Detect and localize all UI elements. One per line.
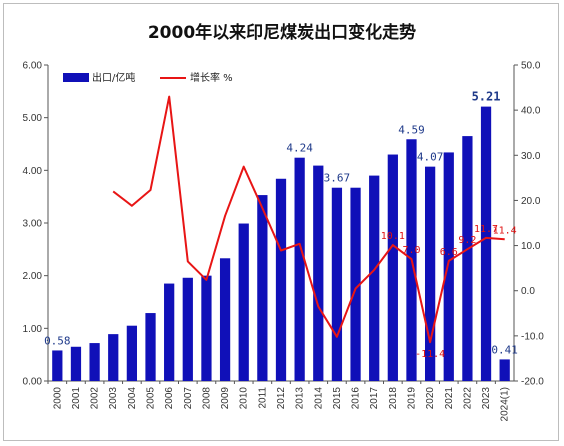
bar-2012 — [275, 178, 287, 381]
right-tick-label: 10.0 — [521, 241, 541, 252]
bar-2022 — [462, 136, 473, 381]
line-label-2021: 6.6 — [440, 247, 458, 258]
line-label-2022: 9.2 — [458, 235, 476, 246]
data-labels: 0.58 4.24 3.67 4.59 4.07 5.21 0.41 10.1 7.0 -11.4… — [44, 90, 518, 361]
right-tick-label: 30.0 — [521, 151, 541, 162]
x-tick-label: 2010 — [239, 387, 250, 410]
bar-2003 — [108, 334, 119, 381]
x-tick-label: 2016 — [351, 387, 362, 410]
bar-2010 — [238, 223, 249, 381]
growth-line — [112, 95, 505, 344]
bar-2013 — [294, 157, 305, 381]
x-tick-label: 2024(1) — [500, 387, 511, 421]
x-tick-label: 2013 — [295, 387, 306, 410]
bar-label-2023: 5.21 — [472, 90, 501, 104]
x-tick-label: 2004 — [127, 387, 138, 410]
left-tick-label: 3.00 — [23, 219, 43, 230]
x-tick-label: 2011 — [257, 387, 268, 409]
x-tick-label: 2015 — [332, 387, 343, 410]
bar-2016 — [350, 187, 361, 381]
left-tick-label: 4.00 — [23, 166, 43, 177]
right-tick-label: 20.0 — [521, 196, 541, 207]
chart-title: 2000年以来印尼煤炭出口变化走势 — [148, 22, 416, 43]
legend-bar-label: 出口/亿吨 — [92, 71, 135, 84]
bar-2008 — [201, 275, 212, 381]
x-tick-label: 2017 — [369, 387, 380, 410]
line-label-2019: 7.0 — [402, 245, 420, 256]
bar-label-2013: 4.24 — [286, 142, 313, 155]
bar-2001 — [70, 346, 82, 381]
x-tick-label: 2021 — [444, 387, 455, 410]
bar-2015 — [331, 187, 343, 381]
line-label-2023: 11.7 — [474, 224, 498, 235]
x-tick-label: 2023 — [481, 387, 492, 410]
x-tick-label: 2002 — [90, 387, 101, 410]
right-tick-label: -10.0 — [521, 331, 544, 342]
x-tick-label: 2020 — [425, 387, 436, 410]
x-tick-label: 2022 — [462, 387, 473, 410]
x-tick-label: 2007 — [183, 387, 194, 410]
x-tick-label: 2006 — [164, 387, 175, 410]
left-tick-label: 0.00 — [23, 377, 43, 388]
bar-label-2000: 0.58 — [44, 334, 71, 347]
bar-label-2024(1): 0.41 — [491, 343, 518, 356]
x-tick-label: 2001 — [71, 387, 82, 410]
bar-2017 — [369, 175, 380, 381]
bar-2018 — [387, 154, 398, 381]
bar-2020 — [424, 166, 436, 381]
x-tick-label: 2008 — [201, 387, 212, 410]
x-tick-label: 2005 — [146, 387, 157, 410]
left-tick-label: 2.00 — [23, 271, 43, 282]
legend-bar-swatch — [63, 73, 89, 82]
x-tick-label: 2003 — [108, 387, 119, 410]
legend: 出口/亿吨 增长率 % — [63, 71, 233, 84]
bar-label-2020: 4.07 — [417, 151, 444, 164]
left-tick-label: 6.00 — [23, 61, 43, 72]
bar-2004 — [126, 325, 138, 381]
bar-2021 — [443, 152, 454, 381]
x-tick-label: 2009 — [220, 387, 231, 410]
left-tick-label: 1.00 — [23, 324, 43, 335]
bar-label-2019: 4.59 — [398, 123, 425, 136]
line-label-2024(1): 11.4 — [493, 225, 517, 236]
bars — [52, 106, 510, 382]
right-tick-label: 0.0 — [521, 286, 535, 297]
line-label-2018: 10.1 — [381, 231, 405, 242]
line-label-2020: -11.4 — [415, 349, 445, 360]
x-tick-label: 2000 — [52, 387, 63, 410]
axes: 0.001.002.003.004.005.006.00-20.0-10.00.… — [23, 61, 545, 422]
bar-2024(1) — [499, 359, 510, 381]
bar-2000 — [52, 350, 63, 381]
bar-2011 — [257, 195, 268, 381]
right-tick-label: -20.0 — [521, 377, 544, 388]
right-tick-label: 40.0 — [521, 106, 541, 117]
bar-2002 — [89, 343, 100, 381]
bar-2005 — [145, 313, 156, 381]
x-tick-label: 2019 — [406, 387, 417, 410]
bar-2023 — [480, 106, 492, 382]
bar-2007 — [182, 277, 193, 381]
legend-line-label: 增长率 % — [190, 71, 233, 84]
bar-label-2015: 3.67 — [324, 172, 351, 185]
bar-2014 — [313, 165, 324, 381]
x-tick-label: 2014 — [313, 387, 324, 410]
x-tick-label: 2012 — [276, 387, 287, 410]
right-tick-label: 50.0 — [521, 61, 541, 72]
left-tick-label: 5.00 — [23, 113, 43, 124]
growth-line-path — [112, 95, 505, 344]
bar-2006 — [164, 283, 175, 381]
bar-2009 — [219, 258, 231, 381]
x-tick-label: 2018 — [388, 387, 399, 410]
